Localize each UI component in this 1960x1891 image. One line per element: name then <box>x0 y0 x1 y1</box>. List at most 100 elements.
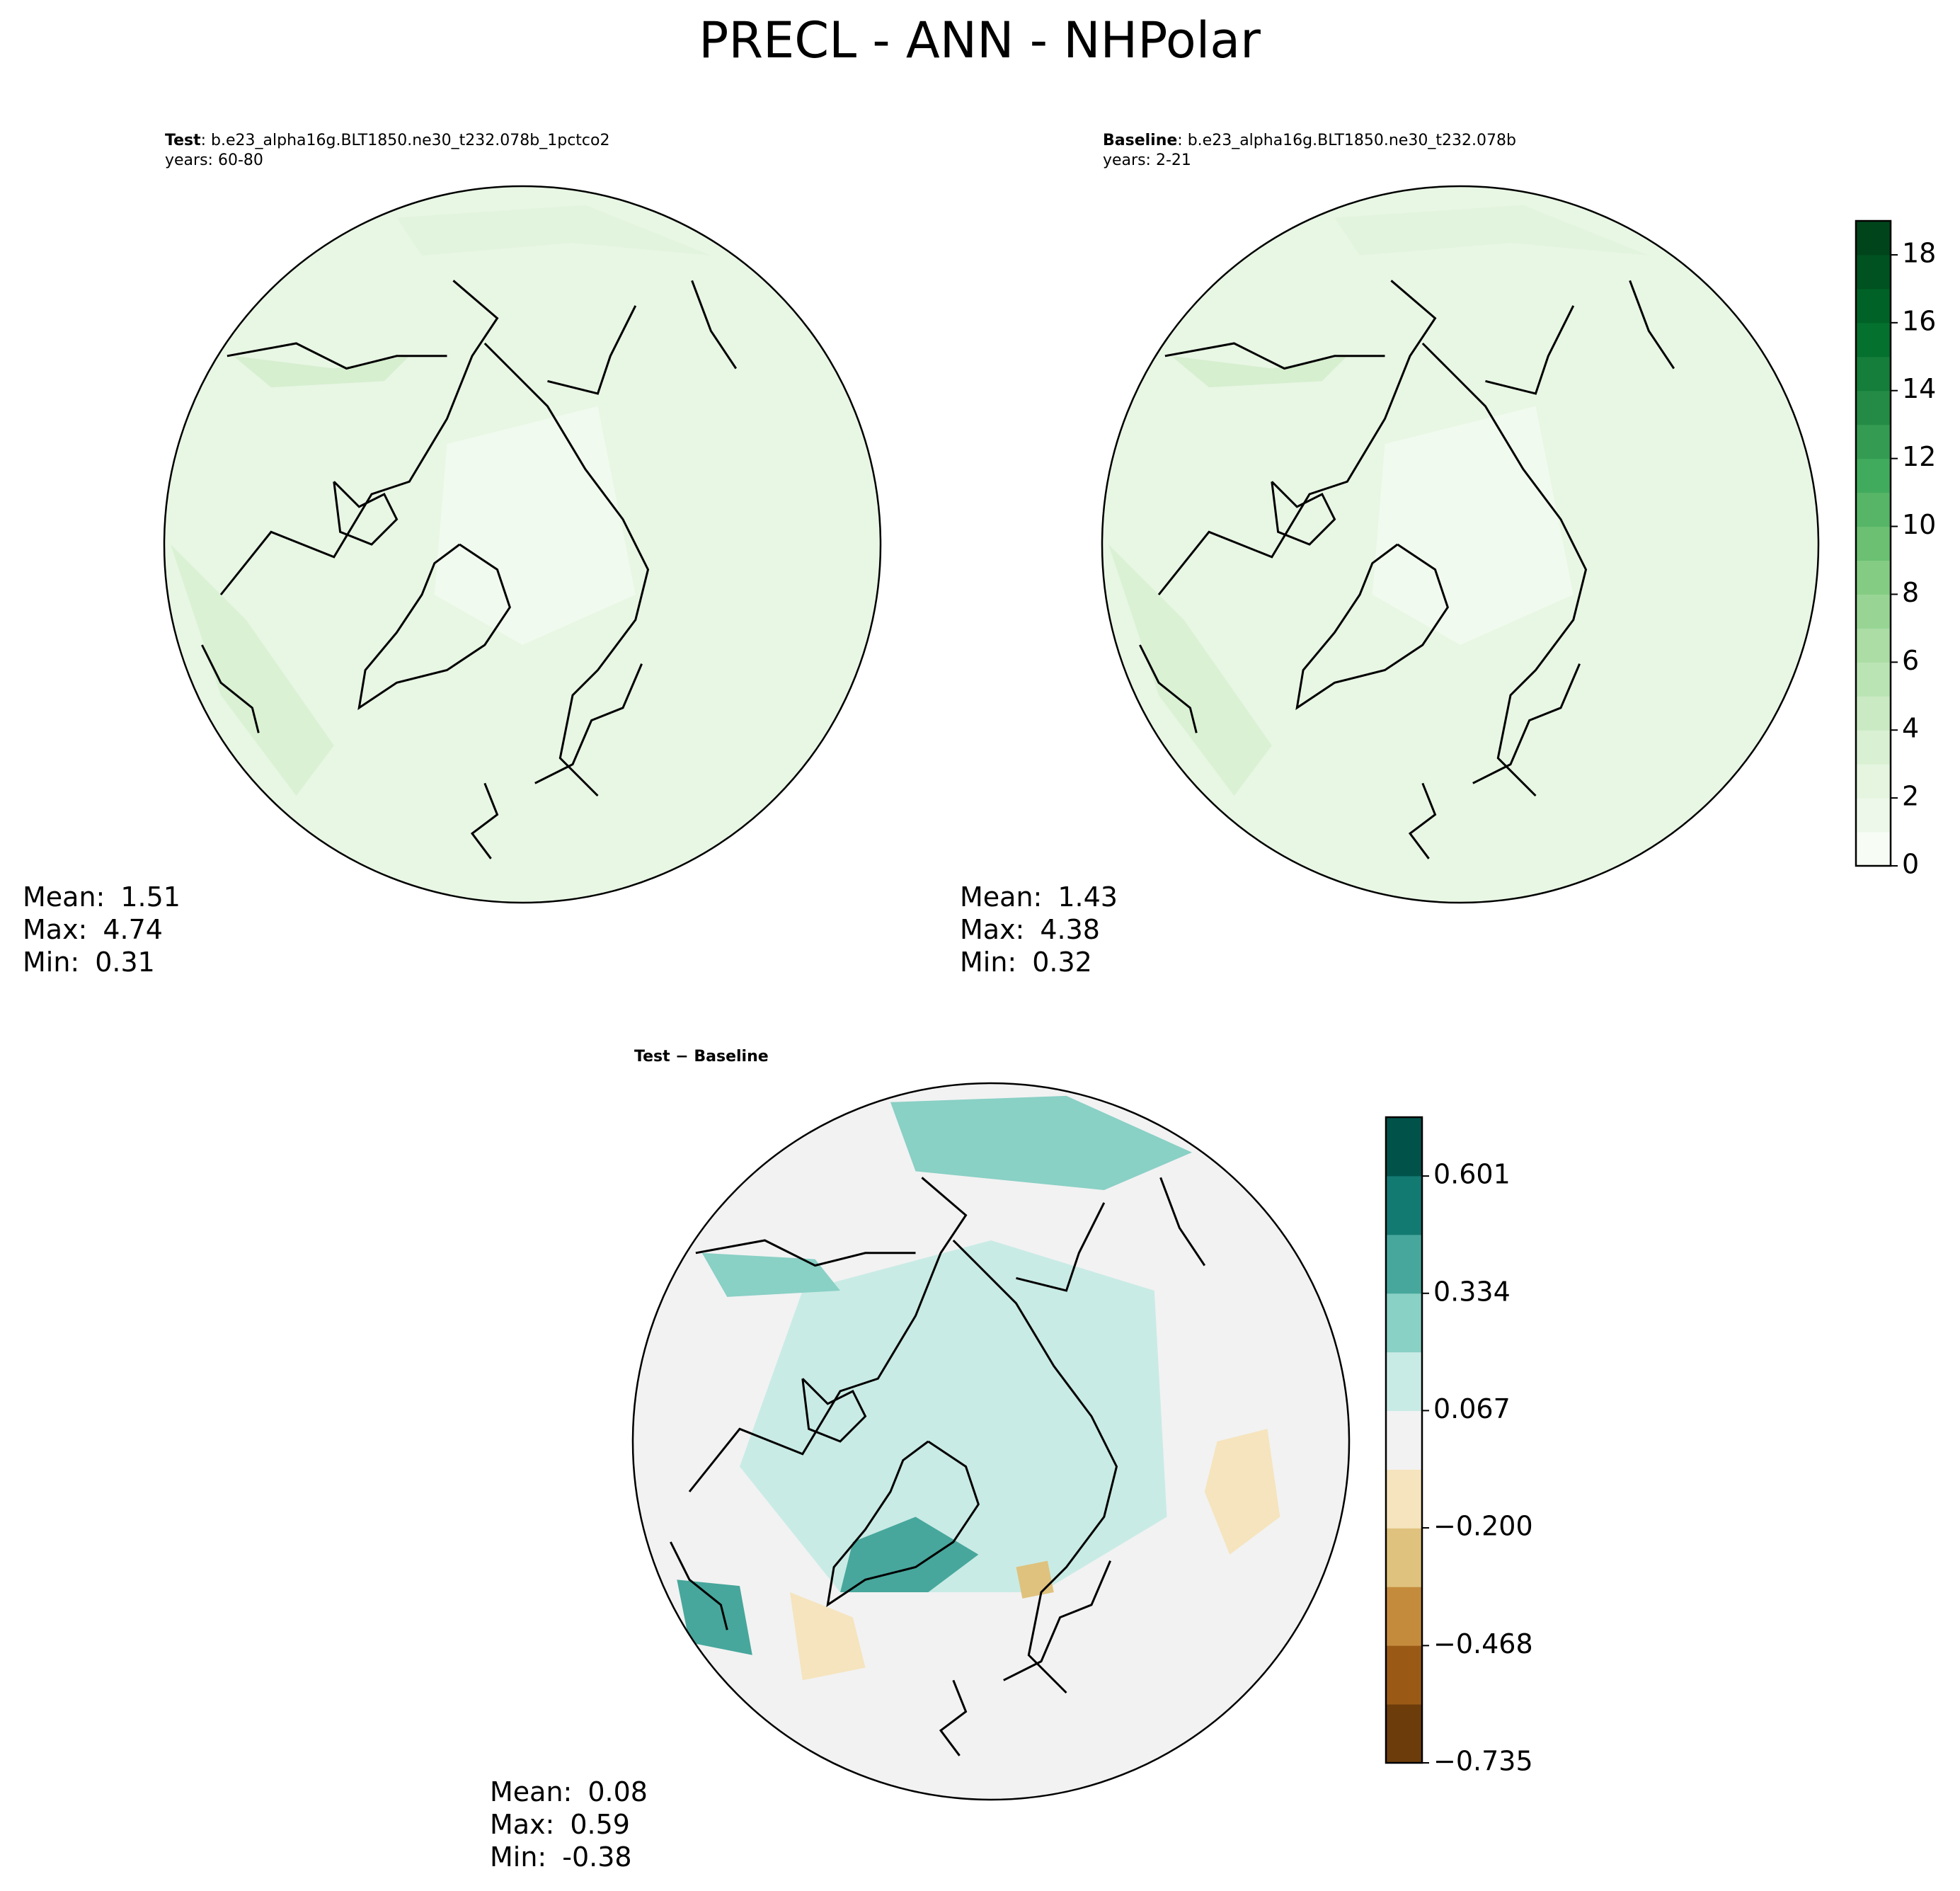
stat-label: Mean: <box>23 881 105 913</box>
panel-header: Baseline: b.e23_alpha16g.BLT1850.ne30_t2… <box>1103 132 1516 149</box>
colorbar-level <box>1856 798 1891 833</box>
colorbar-level <box>1856 221 1891 256</box>
coastline <box>952 1239 1118 1694</box>
field-region <box>701 1252 840 1297</box>
coastline <box>688 1177 968 1492</box>
colorbar-level <box>1856 492 1891 527</box>
coastline <box>1485 305 1575 395</box>
panel-case: : b.e23_alpha16g.BLT1850.ne30_t232.078b <box>1177 132 1516 149</box>
coastline <box>1003 1560 1111 1681</box>
field-region <box>790 1592 866 1681</box>
colorbar-tick-label: 8 <box>1902 577 1919 608</box>
coastline <box>939 1679 968 1756</box>
coastline <box>201 644 260 733</box>
stat-line: Min: 0.32 <box>960 947 1092 978</box>
colorbar-level <box>1856 254 1891 290</box>
colorbar-tick-label: 14 <box>1902 373 1936 404</box>
colorbar-level <box>1386 1410 1422 1470</box>
coastline <box>1629 280 1675 370</box>
coastline <box>1295 543 1449 710</box>
colorbar-level <box>1856 594 1891 629</box>
coastline <box>547 305 637 395</box>
stat-label: Mean: <box>960 881 1042 913</box>
stat-value: 1.51 <box>120 881 180 913</box>
coastline <box>1421 342 1588 797</box>
colorbar-tick-label: 12 <box>1902 441 1936 472</box>
coastline <box>801 1378 867 1443</box>
coastline <box>357 543 511 710</box>
stat-line: Mean: 1.51 <box>23 881 180 913</box>
stat-label: Min: <box>490 1841 546 1873</box>
stat-value: 4.74 <box>103 914 163 945</box>
colorbar-level <box>1386 1528 1422 1587</box>
map-border <box>163 185 882 904</box>
field-region <box>171 544 334 796</box>
colorbar-level <box>1386 1117 1422 1177</box>
stat-line: Max: 4.74 <box>23 914 163 945</box>
figure-title: PRECL - ANN - NHPolar <box>699 11 1261 69</box>
coastline <box>1016 1202 1106 1292</box>
coastline <box>1164 342 1385 370</box>
coastline <box>670 1541 728 1630</box>
colorbar-level <box>1856 696 1891 731</box>
coastline <box>483 342 650 797</box>
coastline <box>1271 481 1336 546</box>
stat-value: 1.43 <box>1058 881 1118 913</box>
colorbar-tick-label: 0 <box>1902 849 1919 880</box>
coastline <box>1408 782 1437 859</box>
colorbar-level <box>1386 1234 1422 1294</box>
coastline <box>470 782 499 859</box>
stat-line: Max: 0.59 <box>490 1809 630 1840</box>
coastline <box>1139 644 1198 733</box>
stat-value: 0.31 <box>95 947 155 978</box>
stat-label: Max: <box>23 914 87 945</box>
panel-years: years: 60-80 <box>165 152 263 169</box>
coastline <box>1472 663 1581 784</box>
colorbar-level <box>1856 288 1891 324</box>
coastline <box>219 280 499 595</box>
stat-value: -0.38 <box>562 1841 631 1873</box>
field-region <box>740 1240 1167 1592</box>
field-region <box>890 1095 1192 1190</box>
colorbar-tick-label: 6 <box>1902 645 1919 676</box>
coastline <box>691 280 738 370</box>
field-region <box>1334 205 1649 256</box>
stat-label: Max: <box>960 914 1024 945</box>
field-region <box>1016 1560 1054 1599</box>
stat-label: Max: <box>490 1809 554 1840</box>
stat-line: Min: -0.38 <box>490 1841 632 1873</box>
field-region <box>1108 544 1272 796</box>
colorbar-level <box>1856 322 1891 358</box>
field-region <box>1372 406 1574 645</box>
map <box>633 1083 1349 1800</box>
colorbar-level <box>1856 628 1891 663</box>
panel-case: : b.e23_alpha16g.BLT1850.ne30_t232.078b_… <box>201 132 610 149</box>
stat-line: Mean: 0.08 <box>490 1776 648 1807</box>
colorbar-level <box>1856 526 1891 561</box>
colorbar-tick-label: −0.468 <box>1433 1628 1533 1659</box>
field-region <box>396 205 711 256</box>
colorbar-level <box>1856 356 1891 392</box>
colorbar-level <box>1856 424 1891 459</box>
map <box>1102 186 1818 903</box>
panel-label: Baseline <box>1103 132 1177 149</box>
panel-header: Test: b.e23_alpha16g.BLT1850.ne30_t232.0… <box>165 132 609 149</box>
colorbar-tick-label: −0.200 <box>1433 1511 1533 1542</box>
stat-label: Min: <box>23 947 79 978</box>
colorbar-level <box>1386 1175 1422 1235</box>
colorbar-level <box>1386 1587 1422 1646</box>
stat-label: Mean: <box>490 1776 572 1807</box>
field-region <box>434 406 636 645</box>
colorbar-level <box>1856 832 1891 867</box>
field-region <box>1204 1429 1280 1555</box>
coastline <box>826 1440 980 1607</box>
coastline <box>227 342 447 370</box>
colorbar-tick-label: 0.334 <box>1433 1276 1511 1307</box>
panel-label: Test <box>165 132 201 149</box>
stat-line: Max: 4.38 <box>960 914 1100 945</box>
stat-line: Min: 0.31 <box>23 947 155 978</box>
colorbar-level <box>1386 1293 1422 1353</box>
colorbar-tick-label: 18 <box>1902 237 1936 268</box>
colorbar-level <box>1386 1352 1422 1412</box>
